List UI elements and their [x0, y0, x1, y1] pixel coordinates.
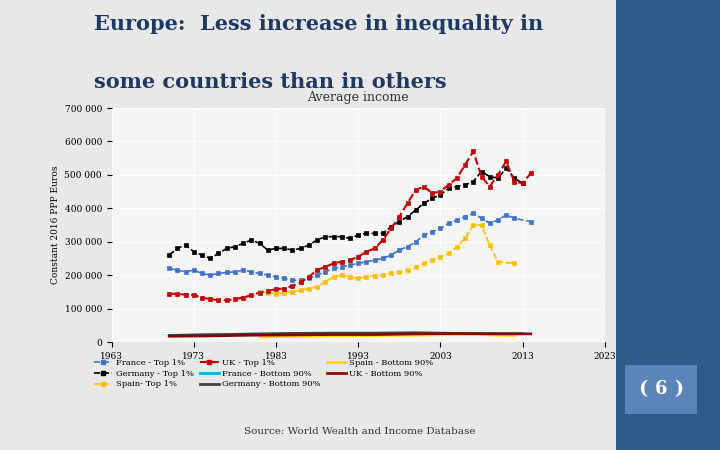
- Text: Source: World Wealth and Income Database: Source: World Wealth and Income Database: [244, 428, 476, 436]
- Text: Europe:  Less increase in inequality in: Europe: Less increase in inequality in: [94, 14, 543, 33]
- Y-axis label: Constant 2016 PPP Euros: Constant 2016 PPP Euros: [51, 166, 60, 284]
- Legend: France - Top 1%, Germany - Top 1%, Spain- Top 1%, UK - Top 1%, France - Bottom 9: France - Top 1%, Germany - Top 1%, Spain…: [91, 356, 436, 392]
- Title: Average income: Average income: [307, 91, 409, 104]
- Text: ): ): [675, 380, 683, 398]
- Text: (: (: [639, 380, 647, 398]
- Text: some countries than in others: some countries than in others: [94, 72, 446, 92]
- Text: 6: 6: [654, 380, 667, 398]
